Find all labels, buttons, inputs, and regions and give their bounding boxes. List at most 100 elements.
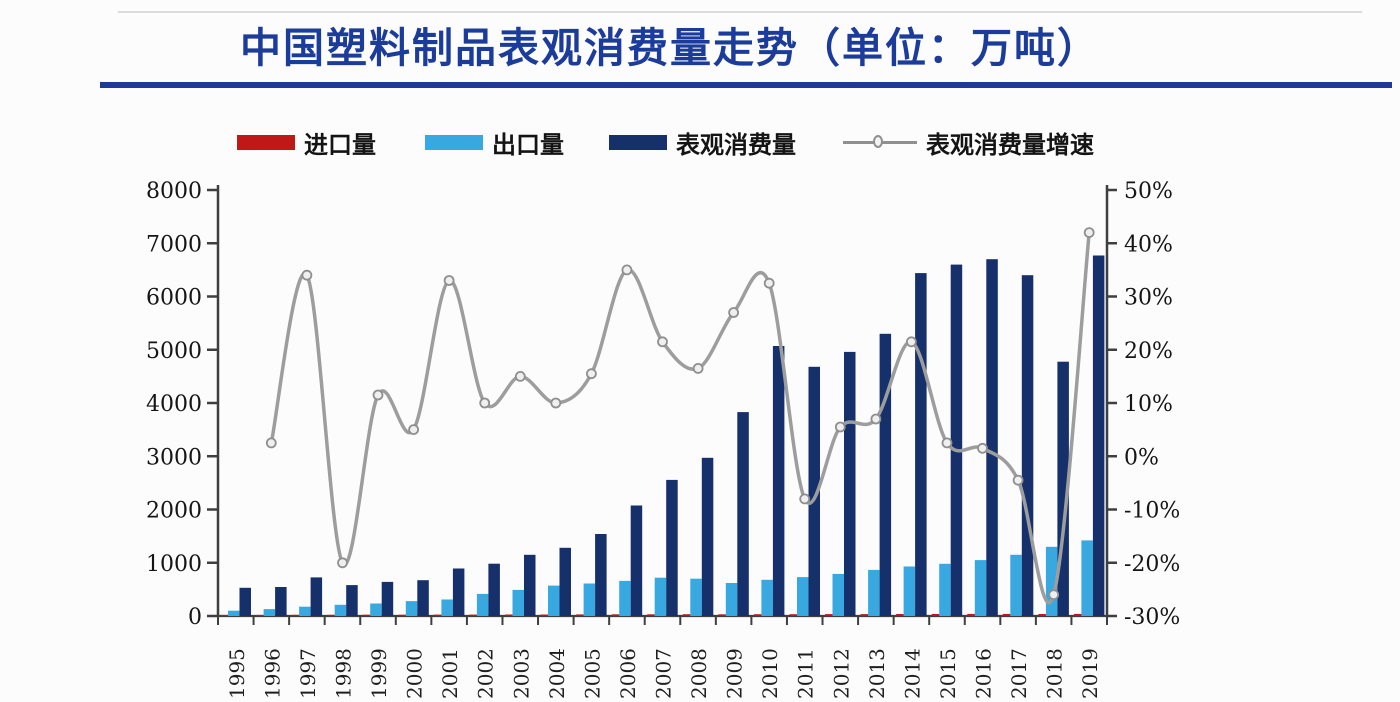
bar-export-1995 — [228, 610, 240, 616]
bar-import-2010 — [753, 614, 762, 616]
bar-import-2015 — [931, 614, 940, 616]
right-axis-tick-label: 20% — [1124, 339, 1173, 364]
bar-import-2007 — [647, 614, 655, 616]
bar-consumption-2006 — [630, 505, 643, 616]
right-axis-tick-label: 0% — [1124, 445, 1159, 470]
bar-export-2012 — [832, 573, 844, 616]
bar-export-2018 — [1045, 546, 1058, 616]
bar-export-2019 — [1081, 540, 1093, 616]
x-axis-year-label: 2016 — [972, 648, 996, 699]
x-axis-year-label: 2019 — [1078, 648, 1102, 699]
bar-export-2015 — [939, 563, 951, 616]
right-axis-tick-label: -20% — [1124, 552, 1180, 577]
bar-import-2006 — [611, 614, 620, 616]
bar-export-1998 — [334, 604, 347, 616]
bar-consumption-2012 — [844, 351, 856, 616]
left-axis-tick-label: 3000 — [146, 445, 202, 470]
bar-consumption-2017 — [1021, 275, 1034, 616]
growth-rate-marker — [728, 307, 739, 318]
growth-rate-marker — [657, 336, 668, 348]
bar-consumption-2008 — [701, 457, 714, 616]
x-axis-year-label: 2008 — [687, 648, 711, 699]
bar-import-1995 — [220, 614, 228, 616]
bar-export-2007 — [654, 577, 667, 616]
growth-rate-marker — [1012, 474, 1024, 486]
bar-import-2012 — [825, 614, 833, 616]
exports-swatch-icon — [425, 134, 483, 150]
x-axis-year-label: 1997 — [296, 648, 320, 699]
bar-import-2011 — [789, 614, 797, 616]
growth-rate-marker — [479, 397, 491, 409]
bar-consumption-2002 — [488, 563, 500, 616]
x-axis-year-label: 2003 — [509, 648, 533, 699]
growth-rate-marker — [1048, 589, 1060, 601]
bar-consumption-2018 — [1057, 361, 1069, 616]
bar-import-2002 — [469, 614, 477, 616]
left-axis-tick-label: 8000 — [146, 179, 202, 204]
x-axis-year-label: 2018 — [1043, 648, 1067, 699]
growth-rate-line — [269, 230, 1091, 605]
x-axis-year-label: 2009 — [723, 648, 747, 699]
bar-import-2003 — [505, 614, 513, 616]
bar-import-1997 — [291, 614, 300, 616]
bar-export-2009 — [725, 583, 738, 616]
bar-consumption-2013 — [879, 333, 892, 616]
left-axis-tick-label: 2000 — [146, 499, 202, 524]
growth-rate-marker — [692, 362, 704, 374]
x-axis-year-label: 2001 — [438, 648, 462, 699]
left-axis-tick-label: 4000 — [146, 392, 202, 417]
bar-import-2004 — [540, 614, 548, 616]
bar-export-2001 — [441, 599, 453, 616]
right-axis-tick-label: -30% — [1124, 605, 1180, 630]
bar-export-2008 — [690, 578, 702, 616]
bar-export-2016 — [974, 560, 987, 616]
bar-consumption-2014 — [915, 273, 927, 616]
growth-rate-marker — [834, 421, 846, 433]
bar-consumption-1997 — [310, 577, 323, 616]
bar-export-2006 — [619, 580, 631, 616]
bar-consumption-2019 — [1092, 255, 1105, 616]
bar-consumption-2004 — [559, 547, 571, 616]
bar-consumption-2016 — [986, 259, 998, 616]
chart-title: 中国塑料制品表观消费量走势（单位：万吨） — [240, 25, 1100, 71]
legend-item-imports: 进口量 — [237, 126, 376, 159]
bar-export-2004 — [548, 585, 560, 616]
bar-import-1998 — [327, 614, 335, 616]
bar-export-2014 — [903, 566, 916, 616]
right-axis-tick-label: -10% — [1124, 499, 1180, 524]
bar-export-2003 — [512, 589, 524, 616]
x-axis-year-label: 2017 — [1007, 648, 1031, 699]
bar-consumption-2009 — [737, 412, 749, 616]
growth-rate-marker — [372, 389, 384, 401]
x-axis-year-label: 2010 — [758, 648, 782, 699]
bar-export-2002 — [476, 593, 489, 616]
growth-rate-marker — [301, 269, 313, 281]
bar-import-2005 — [576, 614, 584, 616]
bar-import-2000 — [398, 614, 406, 616]
x-axis-year-label: 2015 — [936, 648, 960, 699]
growth-rate-marker — [799, 493, 811, 505]
growth-line-marker-icon — [843, 134, 917, 150]
legend-label-exports: 出口量 — [492, 132, 564, 159]
right-axis-tick-label: 10% — [1124, 392, 1173, 417]
x-axis-year-label: 1999 — [367, 648, 391, 699]
left-axis-tick-label: 7000 — [146, 232, 202, 257]
x-axis-year-label: 2002 — [474, 648, 498, 699]
bar-consumption-1995 — [239, 587, 251, 616]
x-axis-year-label: 2007 — [652, 648, 676, 699]
bar-consumption-1996 — [275, 587, 287, 616]
bar-export-2010 — [761, 579, 773, 616]
bar-import-2013 — [860, 614, 869, 616]
right-axis-tick-label: 40% — [1124, 232, 1173, 257]
bar-export-1999 — [370, 603, 382, 616]
bar-consumption-2003 — [524, 554, 536, 616]
x-axis-year-label: 1996 — [260, 648, 284, 699]
x-axis-year-label: 2011 — [794, 648, 818, 699]
left-axis-tick-label: 0 — [188, 605, 202, 630]
bar-consumption-2010 — [772, 346, 785, 616]
bar-consumption-2001 — [452, 568, 465, 616]
growth-rate-marker — [265, 437, 277, 449]
imports-swatch-icon — [237, 134, 295, 150]
